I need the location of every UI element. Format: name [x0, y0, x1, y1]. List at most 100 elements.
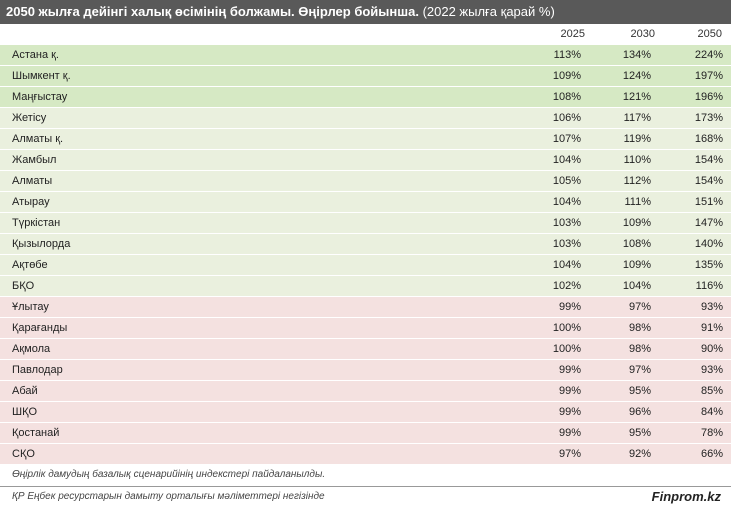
- footnote: Өңірлік дамудың базалық сценарийінің инд…: [12, 469, 326, 480]
- value-2025: 109%: [513, 65, 589, 87]
- value-2050: 154%: [659, 170, 731, 192]
- value-2050: 78%: [659, 422, 731, 444]
- value-2030: 110%: [589, 149, 659, 171]
- table-row: ШҚО 99% 96% 84%: [0, 401, 731, 423]
- value-2030: 121%: [589, 86, 659, 108]
- value-2030: 96%: [589, 401, 659, 423]
- region-name: Атырау: [0, 191, 513, 213]
- table-row: Астана қ. 113% 134% 224%: [0, 45, 731, 66]
- region-name: Алматы: [0, 170, 513, 192]
- value-2025: 97%: [513, 443, 589, 465]
- region-name: СҚО: [0, 443, 513, 465]
- value-2050: 91%: [659, 317, 731, 339]
- value-2025: 99%: [513, 401, 589, 423]
- region-name: Ұлытау: [0, 296, 513, 318]
- value-2050: 168%: [659, 128, 731, 150]
- value-2030: 92%: [589, 443, 659, 465]
- table-row: Түркістан 103% 109% 147%: [0, 212, 731, 234]
- value-2025: 104%: [513, 254, 589, 276]
- value-2050: 224%: [659, 45, 731, 66]
- value-2030: 95%: [589, 380, 659, 402]
- value-2030: 97%: [589, 359, 659, 381]
- value-2030: 98%: [589, 338, 659, 360]
- brand-logo: Finprom.kz: [651, 489, 721, 504]
- table-row: СҚО 97% 92% 66%: [0, 443, 731, 465]
- region-name: Жамбыл: [0, 149, 513, 171]
- table-row: Ұлытау 99% 97% 93%: [0, 296, 731, 318]
- source-text: ҚР Еңбек ресурстарын дамыту орталығы мәл…: [12, 491, 325, 502]
- value-2025: 99%: [513, 359, 589, 381]
- value-2030: 98%: [589, 317, 659, 339]
- table-row: Ақтөбе 104% 109% 135%: [0, 254, 731, 276]
- region-name: Астана қ.: [0, 45, 513, 66]
- value-2030: 104%: [589, 275, 659, 297]
- value-2025: 99%: [513, 380, 589, 402]
- value-2030: 111%: [589, 191, 659, 213]
- table-row: Қарағанды 100% 98% 91%: [0, 317, 731, 339]
- value-2030: 109%: [589, 212, 659, 234]
- region-name: БҚО: [0, 275, 513, 297]
- table-body: Астана қ. 113% 134% 224% Шымкент қ. 109% 124% 1…: [0, 45, 731, 465]
- value-2050: 140%: [659, 233, 731, 255]
- table-row: Қостанай 99% 95% 78%: [0, 422, 731, 444]
- title-bar: 2050 жылға дейінгі халық өсімінің болжам…: [0, 0, 731, 24]
- value-2025: 106%: [513, 107, 589, 129]
- value-2025: 103%: [513, 212, 589, 234]
- value-2050: 116%: [659, 275, 731, 297]
- value-2030: 117%: [589, 107, 659, 129]
- table-row: Шымкент қ. 109% 124% 197%: [0, 65, 731, 87]
- value-2050: 93%: [659, 359, 731, 381]
- value-2050: 197%: [659, 65, 731, 87]
- value-2050: 90%: [659, 338, 731, 360]
- value-2050: 173%: [659, 107, 731, 129]
- table-row: Жетісу 106% 117% 173%: [0, 107, 731, 129]
- table-row: Ақмола 100% 98% 90%: [0, 338, 731, 360]
- region-name: Қарағанды: [0, 317, 513, 339]
- value-2025: 102%: [513, 275, 589, 297]
- value-2025: 99%: [513, 422, 589, 444]
- value-2025: 104%: [513, 149, 589, 171]
- value-2050: 196%: [659, 86, 731, 108]
- value-2050: 93%: [659, 296, 731, 318]
- value-2050: 85%: [659, 380, 731, 402]
- value-2050: 154%: [659, 149, 731, 171]
- value-2025: 99%: [513, 296, 589, 318]
- column-header-2025: 2025: [560, 28, 585, 40]
- value-2025: 107%: [513, 128, 589, 150]
- value-2025: 100%: [513, 317, 589, 339]
- value-2050: 66%: [659, 443, 731, 465]
- column-header-row: 2025 2030 2050: [0, 24, 731, 44]
- region-name: Абай: [0, 380, 513, 402]
- table-row: Абай 99% 95% 85%: [0, 380, 731, 402]
- region-name: Қызылорда: [0, 233, 513, 255]
- value-2030: 95%: [589, 422, 659, 444]
- region-name: Қостанай: [0, 422, 513, 444]
- page-title: 2050 жылға дейінгі халық өсімінің болжам…: [6, 4, 419, 19]
- value-2030: 108%: [589, 233, 659, 255]
- region-name: Түркістан: [0, 212, 513, 234]
- value-2025: 105%: [513, 170, 589, 192]
- value-2025: 100%: [513, 338, 589, 360]
- column-header-2050: 2050: [697, 28, 722, 40]
- region-name: Павлодар: [0, 359, 513, 381]
- table-row: Алматы қ. 107% 119% 168%: [0, 128, 731, 150]
- region-name: Ақмола: [0, 338, 513, 360]
- value-2050: 135%: [659, 254, 731, 276]
- region-name: Шымкент қ.: [0, 65, 513, 87]
- table-row: Павлодар 99% 97% 93%: [0, 359, 731, 381]
- value-2030: 119%: [589, 128, 659, 150]
- value-2050: 84%: [659, 401, 731, 423]
- value-2030: 97%: [589, 296, 659, 318]
- table-row: Атырау 104% 111% 151%: [0, 191, 731, 213]
- table-row: Алматы 105% 112% 154%: [0, 170, 731, 192]
- value-2025: 108%: [513, 86, 589, 108]
- page-subtitle: (2022 жылға қарай %): [422, 4, 555, 19]
- region-name: ШҚО: [0, 401, 513, 423]
- region-name: Алматы қ.: [0, 128, 513, 150]
- column-header-2030: 2030: [630, 28, 655, 40]
- table-row: БҚО 102% 104% 116%: [0, 275, 731, 297]
- data-table: Астана қ. 113% 134% 224% Шымкент қ. 109% 124% 1…: [0, 45, 731, 465]
- value-2050: 151%: [659, 191, 731, 213]
- table-row: Маңғыстау 108% 121% 196%: [0, 86, 731, 108]
